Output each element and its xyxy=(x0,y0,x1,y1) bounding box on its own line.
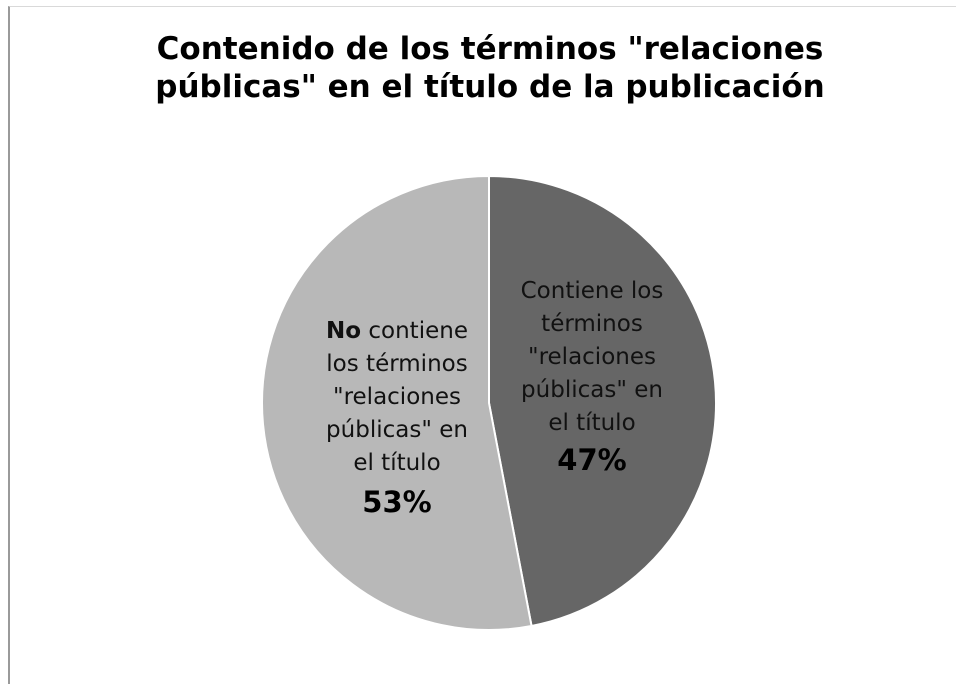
chart-title: Contenido de los términos "relaciones pú… xyxy=(0,30,959,106)
slice-0-label-line-5: el título xyxy=(548,410,635,436)
slice-1-label-line-2: los términos xyxy=(326,351,467,377)
pie-slice-1 xyxy=(261,174,533,631)
slice-1-label-first-rest: contiene xyxy=(361,318,468,344)
chart-title-line-1: Contenido de los términos "relaciones xyxy=(156,31,824,67)
chart-frame xyxy=(8,6,956,684)
slice-1-label-lead: No xyxy=(326,318,361,344)
pie-slice-0 xyxy=(488,174,717,628)
slice-0-label-line-3: "relaciones xyxy=(528,344,656,370)
slice-1-label-line-4: públicas" en xyxy=(326,417,468,443)
slice-label-contiene: Contiene los términos "relaciones públic… xyxy=(521,278,664,477)
slice-0-label-line-4: públicas" en xyxy=(521,377,663,403)
slice-0-label-line-2: términos xyxy=(541,311,643,337)
slice-label-no-contiene: No contiene los términos "relaciones púb… xyxy=(326,318,468,519)
slice-1-value-label: 53% xyxy=(362,485,431,519)
pie-slices xyxy=(261,174,717,631)
slice-0-value-label: 47% xyxy=(557,443,626,477)
slice-1-label-line-5: el título xyxy=(353,450,440,476)
slice-0-label-line-1: Contiene los xyxy=(521,278,664,304)
chart-title-line-2: públicas" en el título de la publicación xyxy=(155,69,825,105)
slice-1-label-line-1: No contiene xyxy=(326,318,468,344)
slice-1-label-line-3: "relaciones xyxy=(333,384,461,410)
